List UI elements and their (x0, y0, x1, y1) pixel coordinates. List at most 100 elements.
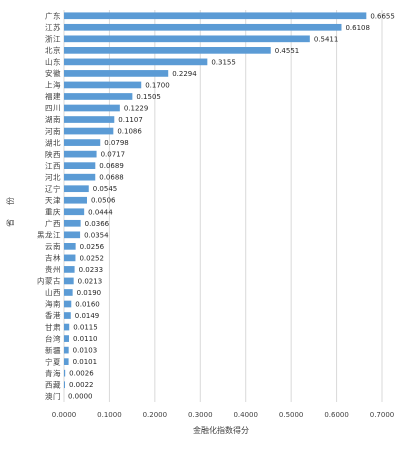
data-label: 0.0689 (99, 162, 124, 170)
bar (64, 231, 81, 239)
bar (64, 312, 71, 319)
bar (64, 139, 101, 146)
category-label: 黑龙江 (37, 230, 61, 240)
x-tick-label: 0.5000 (279, 411, 304, 419)
bar (64, 93, 133, 100)
bar (64, 208, 85, 216)
bar (64, 185, 89, 193)
category-label: 香港 (45, 310, 61, 320)
bar (64, 300, 72, 308)
category-label: 新疆 (45, 345, 61, 355)
data-label: 0.0252 (79, 254, 104, 262)
category-label: 宁夏 (45, 356, 61, 366)
data-label: 0.0000 (68, 393, 93, 401)
bar (64, 173, 96, 181)
x-tick-label: 0.0000 (52, 411, 77, 419)
category-label: 澳门 (45, 391, 61, 401)
bar (64, 335, 69, 342)
category-label: 河南 (45, 126, 61, 136)
data-label: 0.0506 (91, 197, 116, 205)
bar (64, 81, 142, 89)
x-tick-label: 0.4000 (233, 411, 258, 419)
data-label: 0.1107 (118, 116, 143, 124)
bar (64, 127, 114, 135)
category-label: 江西 (45, 161, 61, 170)
data-label: 0.0233 (79, 266, 104, 274)
data-label: 0.0115 (73, 324, 98, 332)
data-label: 0.3155 (211, 58, 236, 66)
category-label: 内蒙古 (37, 276, 61, 286)
data-label: 0.0444 (88, 208, 113, 216)
category-label: 重庆 (45, 206, 61, 216)
bar (64, 289, 73, 296)
bar (64, 369, 66, 377)
category-label: 辽宁 (45, 183, 61, 193)
x-axis-title: 金融化指数得分 (193, 425, 249, 435)
data-label: 0.0213 (78, 277, 103, 285)
data-label: 0.0110 (73, 335, 98, 343)
category-label: 天津 (45, 196, 61, 205)
data-label: 0.0190 (77, 289, 102, 297)
data-label: 0.0688 (99, 174, 124, 182)
y-axis-title: 省份 (5, 183, 15, 227)
data-label: 0.5411 (314, 35, 339, 43)
bar (64, 35, 310, 43)
category-label: 北京 (45, 45, 61, 55)
category-label: 吉林 (45, 253, 61, 263)
category-label: 台湾 (45, 333, 61, 343)
x-tick-label: 0.3000 (188, 411, 213, 419)
category-label: 广东 (45, 10, 61, 20)
data-label: 0.4551 (275, 47, 300, 55)
category-label: 四川 (45, 104, 61, 113)
data-label: 0.0545 (93, 185, 118, 193)
x-tick-label: 0.7000 (370, 411, 395, 419)
category-label: 安徽 (45, 68, 61, 78)
bar (64, 323, 70, 331)
x-tick-label: 0.2000 (143, 411, 168, 419)
x-tick-label: 0.6000 (324, 411, 349, 419)
bar (64, 243, 76, 250)
bar (64, 12, 367, 20)
data-label: 0.0717 (101, 151, 126, 159)
category-label: 甘肃 (45, 322, 61, 332)
category-label: 湖北 (45, 138, 61, 147)
bar (64, 196, 87, 204)
data-label: 0.0798 (104, 139, 129, 147)
bar (64, 358, 69, 365)
bar (64, 58, 208, 66)
category-label: 湖南 (45, 114, 61, 124)
x-tick-labels: 0.0000 0.1000 0.2000 0.3000 0.4000 0.5000 0.60… (52, 411, 395, 419)
data-label: 0.6655 (370, 12, 395, 20)
category-label: 山东 (45, 57, 61, 67)
bar (64, 47, 271, 54)
bar (64, 219, 81, 227)
category-label: 福建 (45, 91, 61, 101)
bar (64, 23, 342, 31)
data-label: 0.0160 (75, 301, 100, 309)
category-label: 贵州 (45, 264, 61, 274)
data-label: 0.0022 (69, 381, 94, 389)
x-tick-label: 0.1000 (97, 411, 122, 419)
data-label: 0.0366 (85, 220, 110, 228)
bars (64, 12, 367, 389)
bar (64, 162, 96, 169)
category-label: 江苏 (45, 22, 61, 32)
bar (64, 266, 75, 273)
category-label: 西藏 (45, 379, 61, 389)
bar (64, 150, 97, 158)
data-label: 0.1700 (145, 81, 170, 89)
category-label: 浙江 (45, 34, 61, 44)
bar (64, 254, 76, 262)
data-label: 0.1505 (136, 93, 161, 101)
category-label: 海南 (45, 299, 61, 309)
data-label: 0.0103 (73, 347, 98, 355)
bar (64, 104, 120, 112)
data-label: 0.0026 (69, 370, 94, 378)
data-label: 0.1229 (124, 105, 149, 113)
category-labels: 广东江苏浙江北京山东安徽上海福建四川湖南河南湖北陕西江西河北辽宁天津重庆广西黑龙… (37, 10, 61, 400)
gridlines (63, 10, 383, 402)
category-label: 云南 (45, 241, 61, 251)
